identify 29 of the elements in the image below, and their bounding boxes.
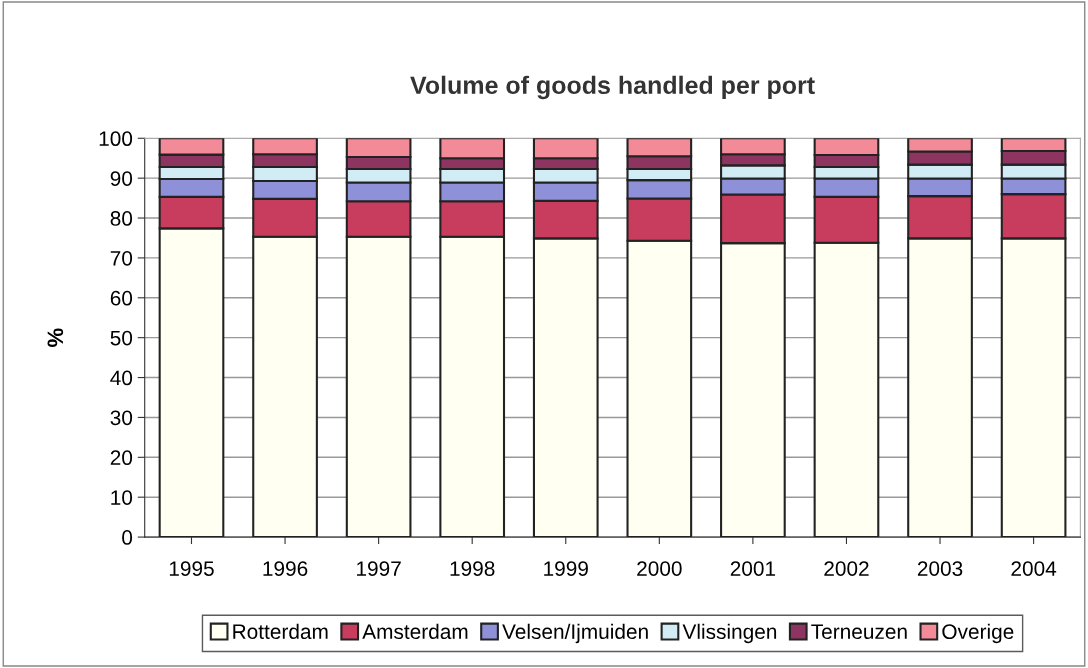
y-tick-label: 10 (111, 490, 133, 505)
x-tick-label: 1997 (357, 561, 401, 576)
legend-label: Overige (942, 623, 1014, 644)
y-tick-label: 40 (110, 370, 133, 386)
y-tick-label: 70 (110, 250, 133, 266)
legend-label: Rotterdam (233, 623, 328, 640)
y-tick-label: 0 (122, 530, 133, 545)
legend-label: Amsterdam (362, 623, 468, 640)
y-tick-label: 80 (110, 211, 133, 226)
y-tick-label: 100 (99, 131, 133, 147)
y-tick-label: 50 (110, 330, 133, 346)
x-tick-label: 2000 (637, 561, 682, 576)
x-tick-label: 1999 (544, 561, 588, 576)
y-tick-label: 90 (110, 171, 133, 186)
x-tick-label: 2002 (824, 561, 869, 576)
x-tick-label: 2004 (1011, 561, 1057, 576)
y-axis-title: % (47, 328, 64, 347)
legend-label: Velsen/Ijmuiden (502, 623, 648, 644)
x-tick-label: 2001 (730, 561, 776, 576)
x-tick-label: 2003 (917, 561, 963, 576)
x-tick-label: 1996 (263, 561, 308, 576)
x-tick-label: 1995 (169, 561, 214, 576)
legend-label: Terneuzen (811, 624, 907, 640)
x-tick-label: 1998 (450, 561, 495, 576)
chart-title: Volume of goods handled per port (410, 75, 815, 100)
legend-label: Vlissingen (682, 623, 777, 644)
y-tick-label: 60 (110, 290, 133, 306)
y-tick-label: 20 (110, 450, 133, 466)
y-tick-label: 30 (110, 410, 133, 426)
